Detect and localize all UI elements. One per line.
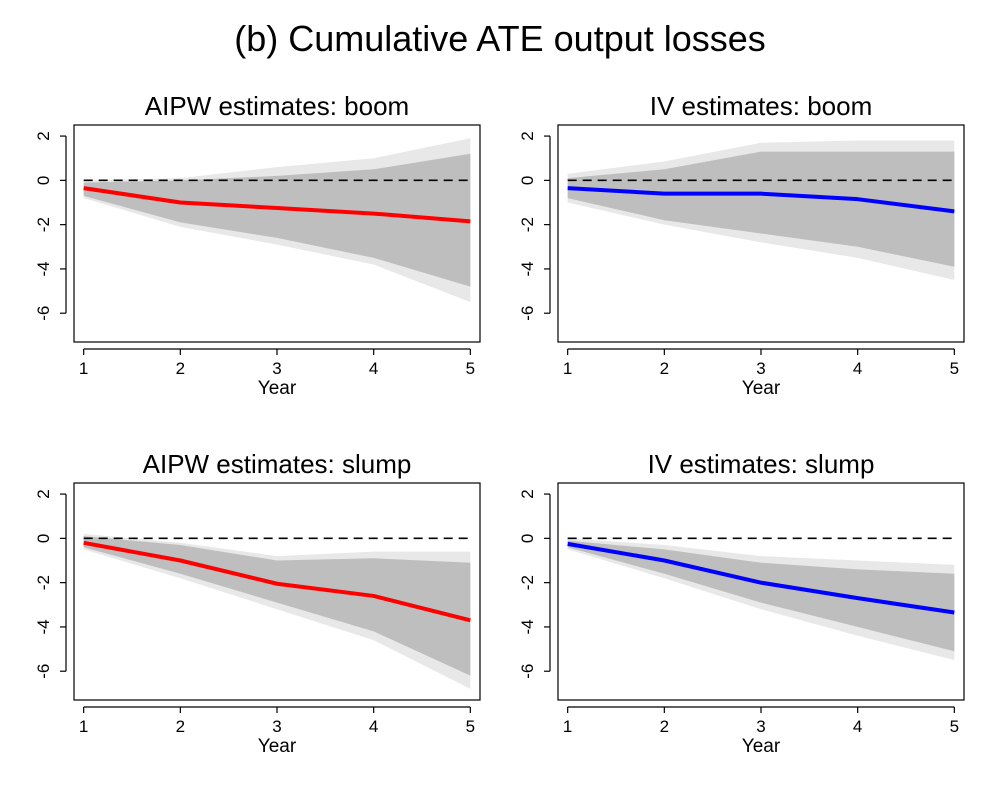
x-tick-label: 4	[369, 717, 378, 736]
panel-title: AIPW estimates: slump	[143, 449, 412, 479]
plot-frame	[73, 482, 481, 701]
x-tick-label: 3	[272, 359, 281, 378]
x-tick-label: 1	[563, 717, 572, 736]
x-tick-label: 3	[756, 359, 765, 378]
panel-title: AIPW estimates: boom	[145, 91, 409, 121]
x-tick-label: 2	[176, 717, 185, 736]
confidence-band-inner	[83, 536, 471, 676]
y-tick-label: -2	[518, 217, 537, 232]
x-tick-label: 5	[466, 359, 475, 378]
x-tick-label: 2	[176, 359, 185, 378]
confidence-band-inner	[83, 153, 471, 287]
y-tick-label: -6	[518, 306, 537, 321]
plot-frame	[557, 124, 965, 343]
confidence-band-inner	[567, 540, 955, 652]
y-tick-label: -2	[518, 575, 537, 590]
y-tick-label: 0	[518, 176, 537, 185]
y-tick-label: -6	[518, 664, 537, 679]
x-tick-label: 2	[660, 359, 669, 378]
x-tick-label: 1	[79, 359, 88, 378]
y-tick-label: -4	[34, 619, 53, 634]
panel-title: IV estimates: slump	[648, 449, 875, 479]
x-tick-label: 5	[950, 717, 959, 736]
x-axis-label: Year	[742, 378, 781, 399]
y-tick-label: 2	[34, 131, 53, 140]
y-tick-label: 2	[518, 131, 537, 140]
y-tick-label: -2	[34, 575, 53, 590]
estimate-line	[83, 186, 471, 224]
y-tick-label: 2	[34, 489, 53, 498]
y-tick-label: -6	[34, 664, 53, 679]
y-tick-label: -4	[518, 619, 537, 634]
chart-panel-2: IV estimates: boom 2 0 -2 -4 -6 1 2 3 4 5 Year	[518, 91, 965, 399]
x-tick-label: 5	[950, 359, 959, 378]
x-axis-label: Year	[258, 378, 297, 399]
x-tick-label: 3	[272, 717, 281, 736]
plot-frame	[557, 482, 965, 701]
estimate-line	[567, 186, 955, 214]
chart-panel-3: AIPW estimates: slump 2 0 -2 -4 -6 1 2 3 4 5 Year	[34, 449, 481, 757]
y-tick-label: 0	[34, 176, 53, 185]
y-tick-label: -4	[34, 261, 53, 276]
x-tick-label: 2	[660, 717, 669, 736]
chart-panel-4: IV estimates: slump 2 0 -2 -4 -6 1 2 3 4 5 Year	[518, 449, 965, 757]
y-tick-label: -6	[34, 306, 53, 321]
y-tick-label: -2	[34, 217, 53, 232]
estimate-line	[567, 541, 955, 615]
y-tick-label: 0	[34, 534, 53, 543]
x-tick-label: 1	[79, 717, 88, 736]
x-axis-label: Year	[258, 736, 297, 757]
x-axis-label: Year	[742, 736, 781, 757]
plot-frame	[73, 124, 481, 343]
figure-title: (b) Cumulative ATE output losses	[234, 18, 766, 59]
x-tick-label: 4	[369, 359, 378, 378]
x-tick-label: 1	[563, 359, 572, 378]
x-tick-label: 4	[853, 717, 862, 736]
estimate-line	[83, 540, 471, 623]
chart-panel-1: AIPW estimates: boom 2 0 -2 -4 -6 1 2 3 4 5 Year	[34, 91, 481, 399]
y-tick-label: 0	[518, 534, 537, 543]
y-tick-label: -4	[518, 261, 537, 276]
panel-title: IV estimates: boom	[650, 91, 873, 121]
x-tick-label: 4	[853, 359, 862, 378]
y-tick-label: 2	[518, 489, 537, 498]
x-tick-label: 5	[466, 717, 475, 736]
x-tick-label: 3	[756, 717, 765, 736]
